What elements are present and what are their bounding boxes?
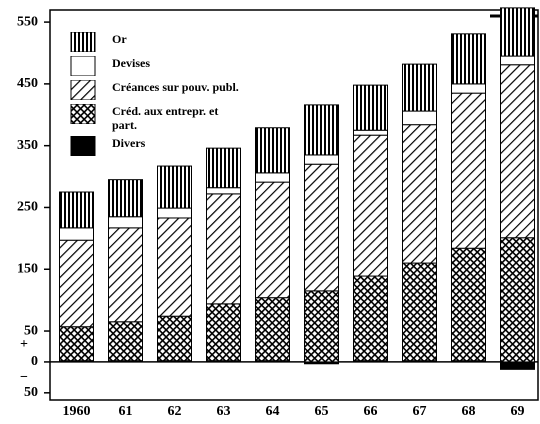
bar-segment [402,124,437,264]
legend-entry: Divers [70,136,239,156]
legend-swatch-rect [70,80,96,100]
legend-swatch-rect [70,56,96,76]
legend-swatch [70,32,96,52]
bar-segment [108,227,143,323]
y-tick-label: 150 [17,261,38,276]
bar-segment [304,154,339,165]
bar-segment [304,104,339,156]
x-tick-label: 63 [217,404,231,419]
bar-segment [157,165,192,209]
bar-segment [353,84,388,131]
bar-segment [206,303,241,362]
bar-segment [500,237,535,363]
bar-segment [157,217,192,317]
bar-segment [451,33,486,85]
y-tick-label: 450 [17,76,38,91]
bar-segment [402,262,437,362]
bar-segment [353,129,388,136]
y-tick-label: 0 [31,354,38,369]
x-tick-label: 62 [168,404,182,419]
legend-label: Créances sur pouv. publ. [112,80,239,94]
bar-segment [500,55,535,66]
x-tick-label: 68 [462,404,476,419]
bar-segment [59,191,94,229]
legend-entry: Créances sur pouv. publ. [70,80,239,100]
legend-swatch [70,80,96,100]
x-tick-label: 1960 [63,404,91,419]
y-tick-label: 50 [24,323,38,338]
bar-segment [500,64,535,239]
bar-segment [402,63,437,112]
y-tick-label: 350 [17,138,38,153]
bar-segment [353,134,388,277]
bar-segment [255,297,290,362]
y-tick-label: 50 [24,385,38,400]
legend-swatch [70,136,96,156]
legend-entry: Or [70,32,239,52]
bar-segment [304,163,339,292]
y-tick-label: 550 [17,14,38,29]
bar-segment [108,179,143,218]
x-tick-label: 66 [364,404,378,419]
bar-segment [206,147,241,189]
bar-segment [206,187,241,195]
x-tick-label: 69 [511,404,525,419]
bar-segment [206,193,241,305]
legend-swatch-rect [70,136,96,156]
bar-segment [59,239,94,328]
bar-segment [59,227,94,241]
bar-segment [59,326,94,362]
bar-segment [451,247,486,362]
bar-segment [500,7,535,57]
x-tick-label: 61 [119,404,133,419]
annotation: − [20,370,28,385]
legend-swatch [70,104,96,124]
bar-segment [451,83,486,94]
legend-label: Devises [112,56,150,70]
frame [49,9,539,401]
x-tick-label: 67 [413,404,427,419]
legend-label: Divers [112,136,146,150]
legend-entry: Créd. aux entrepr. et part. [70,104,239,132]
legend-swatch-rect [70,104,96,124]
bar-segment [304,290,339,363]
bar-segment [353,275,388,362]
bar-segment [255,181,290,299]
bar-segment [255,127,290,174]
bar-segment [255,172,290,183]
bar-segment [157,207,192,219]
legend: Or Devises Créances sur pouv. publ. Créd. a… [70,32,239,160]
legend-swatch-rect [70,32,96,52]
annotation: + [20,337,28,352]
bar-segment [157,315,192,362]
x-tick-label: 65 [315,404,329,419]
legend-label: Or [112,32,127,46]
legend-entry: Devises [70,56,239,76]
bar-segment [451,92,486,249]
bar-segment [402,110,437,126]
bar-segment [108,216,143,229]
x-tick-label: 64 [266,404,280,419]
bar-segment [500,361,535,370]
y-tick-label: 250 [17,200,38,215]
legend-label: Créd. aux entrepr. et part. [112,104,219,132]
bar-segment [108,321,143,362]
legend-swatch [70,56,96,76]
